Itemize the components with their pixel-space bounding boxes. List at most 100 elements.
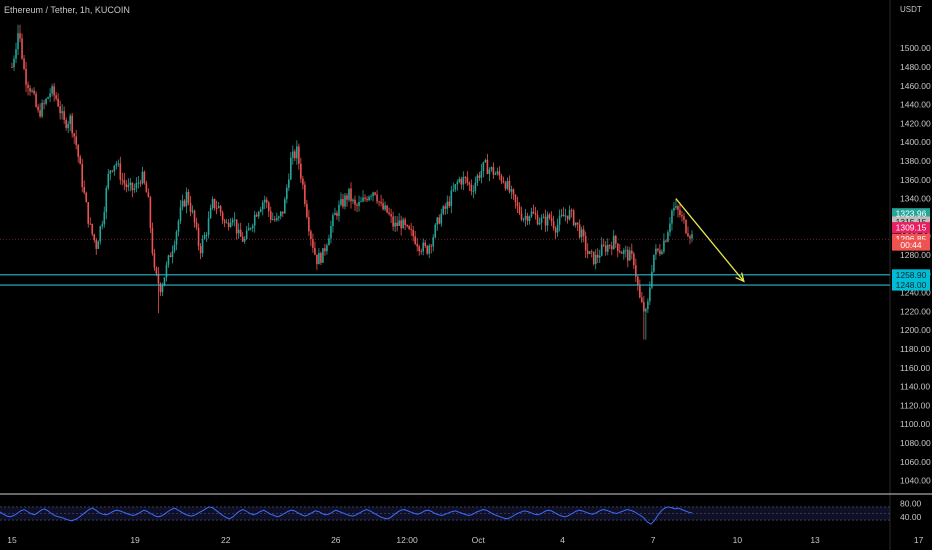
candle-body bbox=[350, 188, 352, 202]
candle-body bbox=[81, 164, 84, 188]
candle-body bbox=[462, 177, 465, 185]
y-tick-label: 1240.00 bbox=[900, 288, 931, 298]
price-label-text: 1258.90 bbox=[896, 270, 927, 280]
candle-body bbox=[643, 302, 645, 312]
candle-body bbox=[524, 215, 527, 220]
candle-body bbox=[562, 214, 565, 217]
candle-body bbox=[59, 106, 61, 114]
candle-body bbox=[625, 249, 627, 251]
candle-body bbox=[620, 252, 623, 254]
candle-body bbox=[265, 199, 268, 203]
candle-body bbox=[380, 201, 382, 204]
candle-body bbox=[151, 228, 154, 254]
candle-body bbox=[618, 251, 621, 253]
candle-body bbox=[394, 222, 396, 227]
candle-body bbox=[438, 217, 441, 224]
candle-body bbox=[41, 102, 43, 117]
y-tick-label: 1100.00 bbox=[900, 419, 930, 429]
candle-body bbox=[21, 38, 23, 59]
candle-body bbox=[588, 251, 591, 254]
candle-body bbox=[683, 216, 685, 220]
candle-body bbox=[578, 224, 581, 238]
candle-body bbox=[225, 222, 228, 224]
candle-body bbox=[528, 216, 531, 222]
candle-body bbox=[480, 171, 483, 178]
candle-body bbox=[645, 308, 647, 312]
candle-body bbox=[290, 157, 292, 180]
candle-body bbox=[398, 220, 400, 226]
candle-body bbox=[229, 222, 232, 228]
candle-body bbox=[107, 173, 110, 189]
candle-body bbox=[474, 182, 477, 192]
candle-body bbox=[657, 248, 659, 251]
candle-body bbox=[616, 243, 619, 252]
candle-body bbox=[410, 229, 412, 230]
candle-body bbox=[639, 284, 641, 298]
candle-body bbox=[149, 197, 152, 229]
candle-body bbox=[677, 206, 679, 210]
x-tick-label: 17 bbox=[914, 535, 924, 545]
candle-body bbox=[147, 192, 150, 198]
candle-body bbox=[687, 233, 689, 237]
candle-body bbox=[484, 159, 487, 163]
candle-body bbox=[298, 146, 300, 164]
candle-body bbox=[308, 217, 310, 232]
candle-body bbox=[508, 180, 511, 192]
candle-body bbox=[121, 179, 124, 181]
candle-body bbox=[165, 264, 168, 278]
candle-body bbox=[663, 240, 665, 252]
candle-body bbox=[53, 86, 55, 96]
candle-body bbox=[39, 110, 41, 117]
candle-body bbox=[464, 177, 467, 178]
candle-body bbox=[135, 183, 138, 189]
candle-body bbox=[476, 175, 479, 183]
candle-body bbox=[392, 216, 394, 227]
candle-body bbox=[388, 212, 390, 215]
x-tick-label: 22 bbox=[221, 535, 231, 545]
candle-body bbox=[665, 240, 667, 242]
candle-body bbox=[576, 222, 579, 225]
candle-body bbox=[251, 225, 254, 229]
candle-body bbox=[215, 208, 218, 209]
price-label-box bbox=[892, 222, 930, 234]
y-tick-label: 1220.00 bbox=[900, 306, 931, 316]
candle-body bbox=[15, 49, 17, 59]
candle-body bbox=[19, 33, 21, 39]
candle-body bbox=[296, 146, 298, 159]
candle-body bbox=[191, 210, 194, 212]
price-label-text: 1248.00 bbox=[896, 280, 927, 290]
candle-body bbox=[390, 214, 392, 217]
candle-body bbox=[592, 251, 595, 265]
candle-body bbox=[554, 228, 557, 233]
candle-body bbox=[197, 227, 200, 247]
candle-body bbox=[75, 136, 77, 145]
candle-body bbox=[69, 115, 71, 124]
price-label-text: 1315.15 bbox=[896, 217, 927, 227]
candle-body bbox=[610, 245, 613, 250]
candle-body bbox=[406, 224, 408, 227]
candle-body bbox=[163, 277, 166, 286]
candle-body bbox=[570, 210, 573, 211]
candle-body bbox=[414, 236, 416, 244]
candle-body bbox=[552, 221, 555, 229]
x-tick-label: Oct bbox=[472, 535, 486, 545]
candle-body bbox=[540, 217, 543, 223]
candle-body bbox=[582, 229, 585, 236]
candle-body bbox=[564, 215, 567, 217]
candle-body bbox=[412, 229, 414, 237]
candle-body bbox=[207, 218, 210, 235]
candle-body bbox=[408, 226, 410, 230]
candle-body bbox=[93, 234, 96, 241]
candle-body bbox=[631, 250, 633, 254]
candle-body bbox=[255, 214, 258, 217]
candle-body bbox=[598, 255, 601, 258]
candle-body bbox=[209, 207, 212, 219]
candle-body bbox=[318, 253, 320, 265]
candle-body bbox=[679, 209, 681, 216]
rsi-line bbox=[0, 506, 693, 525]
y-tick-label: 1280.00 bbox=[900, 250, 931, 260]
x-tick-label: 26 bbox=[331, 535, 341, 545]
x-tick-label: 12:00 bbox=[396, 535, 418, 545]
candle-body bbox=[27, 84, 29, 89]
